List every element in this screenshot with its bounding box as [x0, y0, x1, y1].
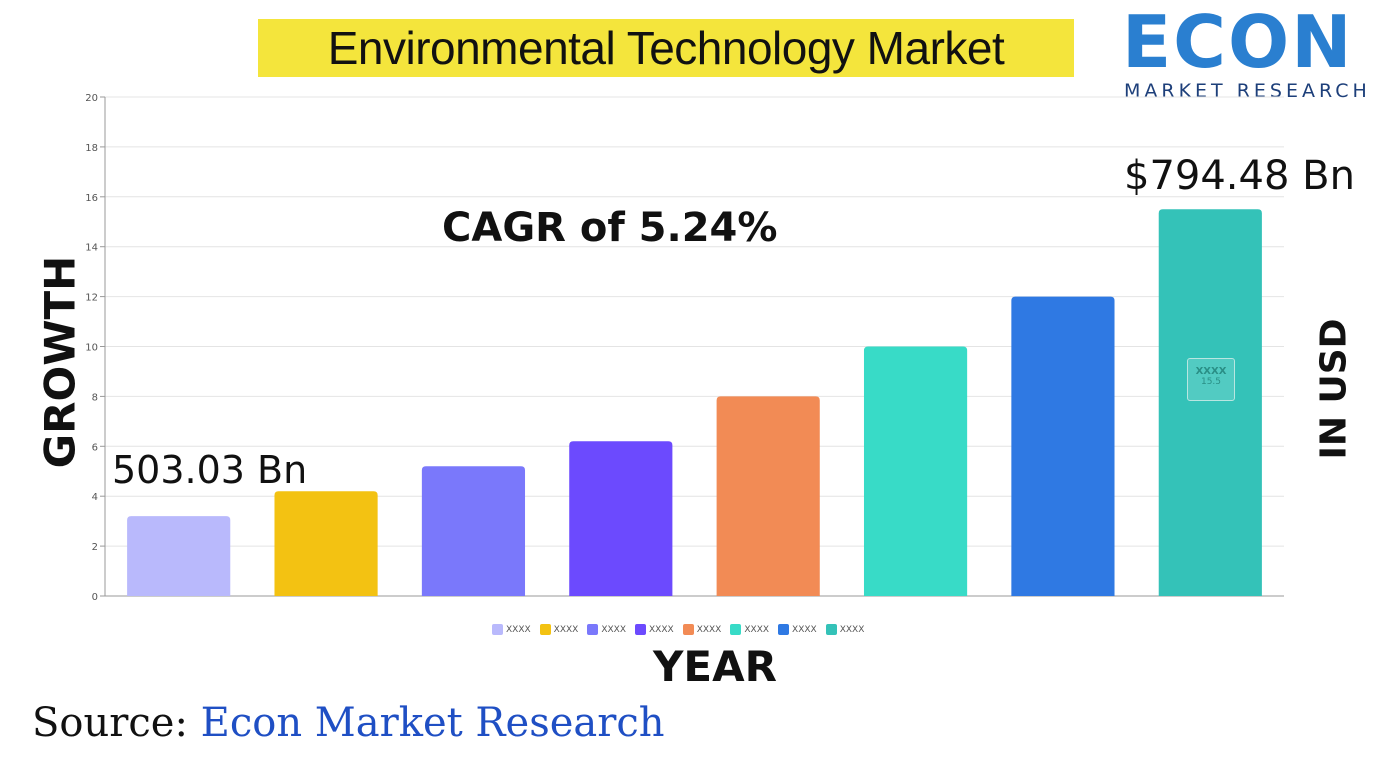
start-value-annotation: 503.03 Bn	[112, 448, 308, 492]
title-banner: Environmental Technology Market	[258, 19, 1074, 77]
bar[interactable]	[863, 346, 968, 597]
legend-item[interactable]: XXXX	[730, 624, 769, 635]
legend-label: XXXX	[839, 624, 865, 635]
legend-item[interactable]: XXXX	[778, 624, 817, 635]
x-axis-title: YEAR	[653, 642, 777, 691]
end-value-annotation: $794.48 Bn	[1124, 153, 1355, 199]
y-tick-label: 14	[85, 243, 98, 254]
legend-item[interactable]: XXXX	[682, 624, 722, 635]
tooltip-label: XXXX	[1195, 366, 1227, 377]
tooltip-value: 15.5	[1200, 377, 1222, 387]
y-tick-label: 16	[85, 193, 98, 204]
y-axis-title: GROWTH	[35, 255, 85, 469]
bar[interactable]	[421, 466, 526, 596]
y-tick-label: 0	[92, 592, 98, 603]
legend-swatch	[539, 624, 551, 635]
legend-label: XXXX	[601, 624, 627, 635]
y-tick-label: 10	[85, 343, 98, 354]
bar[interactable]	[127, 516, 231, 596]
y-tick-label: 2	[92, 542, 98, 553]
chart-legend: XXXX XXXX XXXX XXXX XXXX XXXX XXXX XXXX	[492, 624, 864, 635]
legend-item[interactable]: XXXX	[635, 624, 674, 635]
legend-swatch	[730, 624, 742, 635]
bar[interactable]	[716, 396, 820, 596]
y-tick-label: 8	[92, 392, 98, 403]
legend-label: XXXX	[744, 624, 770, 635]
legend-swatch	[825, 624, 837, 635]
bar[interactable]	[1158, 209, 1262, 596]
y-tick-label: 20	[85, 93, 98, 104]
source-label: Source:	[32, 700, 188, 746]
bar[interactable]	[274, 491, 378, 596]
source-line: Source: Econ Market Research	[32, 700, 665, 746]
legend-item[interactable]: XXXX	[825, 624, 865, 635]
y-tick-label: 6	[92, 442, 98, 453]
legend-label: XXXX	[506, 624, 531, 635]
legend-swatch	[492, 624, 503, 635]
y-tick-label: 12	[85, 293, 98, 304]
legend-swatch	[778, 624, 790, 635]
legend-swatch	[682, 624, 694, 635]
legend-swatch	[587, 624, 599, 635]
logo-word: ECON	[1122, 0, 1354, 84]
legend-label: XXXX	[649, 624, 674, 635]
legend-swatch	[635, 624, 647, 635]
bar-tooltip: XXXX 15.5	[1187, 358, 1235, 401]
legend-item[interactable]: XXXX	[587, 624, 626, 635]
y-tick-label: 4	[92, 492, 98, 503]
legend-label: XXXX	[792, 624, 817, 635]
bar[interactable]	[569, 441, 673, 596]
legend-label: XXXX	[696, 624, 722, 635]
chart-title: Environmental Technology Market	[327, 22, 1005, 74]
legend-label: XXXX	[553, 624, 579, 635]
source-value: Econ Market Research	[200, 700, 665, 746]
legend-item[interactable]: XXXX	[539, 624, 579, 635]
legend-item[interactable]: XXXX	[492, 624, 531, 635]
right-axis-title: IN USD	[1313, 318, 1355, 460]
bar[interactable]	[1011, 296, 1115, 596]
y-tick-label: 18	[85, 143, 98, 154]
cagr-annotation: CAGR of 5.24%	[442, 205, 778, 251]
